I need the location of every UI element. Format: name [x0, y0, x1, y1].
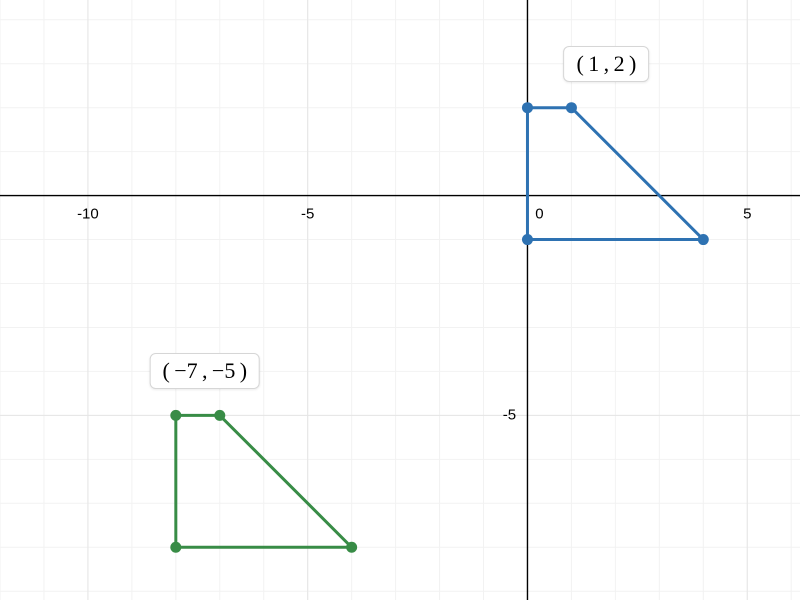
green-quadrilateral-vertex [170, 410, 181, 421]
green-vertex-label: ( −7 , −5 ) [149, 353, 260, 389]
blue-vertex-label: ( 1 , 2 ) [564, 46, 650, 82]
x-tick-label: 5 [743, 205, 751, 222]
y-tick-label: -5 [503, 407, 516, 424]
coordinate-plot: -10 -5 0 5 -5 ( 1 , 2 ) ( −7 , −5 ) [0, 0, 800, 600]
x-tick-label: 0 [535, 205, 543, 222]
blue-quadrilateral-vertex [522, 102, 533, 113]
green-quadrilateral-vertex [170, 542, 181, 553]
blue-quadrilateral-vertex [522, 234, 533, 245]
x-tick-label: -5 [301, 205, 314, 222]
blue-quadrilateral-vertex [698, 234, 709, 245]
blue-quadrilateral-vertex [566, 102, 577, 113]
green-quadrilateral-vertex [214, 410, 225, 421]
plot-svg [0, 0, 800, 600]
x-tick-label: -10 [77, 205, 99, 222]
green-quadrilateral-vertex [346, 542, 357, 553]
